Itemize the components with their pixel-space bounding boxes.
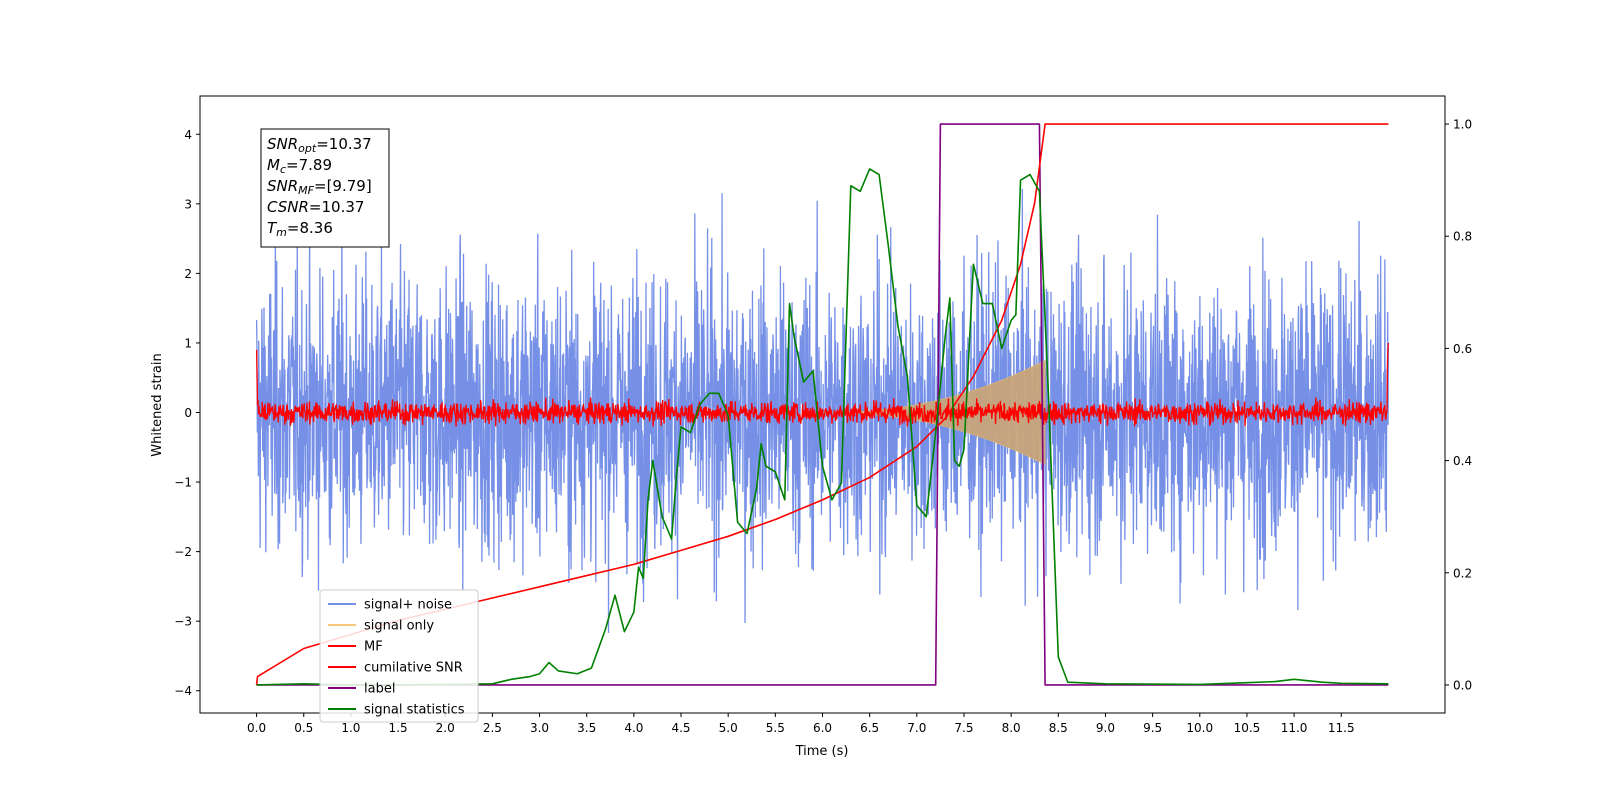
x-tick-label: 11.0 <box>1281 721 1308 735</box>
x-tick-label: 4.5 <box>671 721 690 735</box>
x-tick-label: 9.0 <box>1096 721 1115 735</box>
left-y-tick-label: −2 <box>174 545 192 559</box>
right-y-tick-label: 0.6 <box>1453 342 1472 356</box>
x-tick-label: 1.0 <box>341 721 360 735</box>
right-y-tick-label: 0.2 <box>1453 566 1472 580</box>
left-y-tick-label: 4 <box>184 128 192 142</box>
left-y-axis-ticks: −4 −3 −2 −1 0 1 2 3 4 <box>174 128 200 698</box>
left-y-tick-label: −3 <box>174 615 192 629</box>
right-y-axis-ticks: 0.0 0.2 0.4 0.6 0.8 1.0 <box>1445 118 1472 692</box>
right-y-tick-label: 0.0 <box>1453 678 1472 692</box>
series-signal-statistics <box>256 168 1389 686</box>
series-mf <box>255 342 1390 427</box>
x-tick-label: 6.0 <box>813 721 832 735</box>
x-tick-label: 5.0 <box>719 721 738 735</box>
annotation-line: SNRMF=[9.79] <box>267 177 372 197</box>
right-y-tick-label: 0.4 <box>1453 454 1472 468</box>
left-y-tick-label: 1 <box>184 336 192 350</box>
x-tick-label: 9.5 <box>1143 721 1162 735</box>
annotation-line: CSNR=10.37 <box>267 198 364 216</box>
left-y-tick-label: −1 <box>174 476 192 490</box>
x-tick-label: 11.5 <box>1328 721 1355 735</box>
plot-area <box>255 123 1390 686</box>
x-tick-label: 4.0 <box>624 721 643 735</box>
legend-frame <box>319 589 479 723</box>
series-label <box>256 123 1389 686</box>
legend-entry-label: cumilative SNR <box>364 661 463 676</box>
left-y-tick-label: 0 <box>184 406 192 420</box>
left-y-tick-label: −4 <box>174 684 192 698</box>
x-tick-label: 1.5 <box>389 721 408 735</box>
legend-entry-label: MF <box>364 640 383 655</box>
x-tick-label: 10.5 <box>1234 721 1261 735</box>
left-y-tick-label: 3 <box>184 197 192 211</box>
left-y-tick-label: 2 <box>184 267 192 281</box>
x-tick-label: 10.0 <box>1186 721 1213 735</box>
right-y-tick-label: 1.0 <box>1453 118 1472 132</box>
annotation-line: SNRopt=10.37 <box>267 135 372 155</box>
x-tick-label: 5.5 <box>766 721 785 735</box>
x-tick-label: 2.5 <box>483 721 502 735</box>
x-tick-label: 6.5 <box>860 721 879 735</box>
legend-entry-label: signal statistics <box>364 703 465 718</box>
x-tick-label: 7.5 <box>954 721 973 735</box>
x-tick-label: 0.5 <box>294 721 313 735</box>
annotation-frame <box>260 128 390 248</box>
legend-entry-label: label <box>364 682 395 697</box>
annotation-box: SNRopt=10.37Mc=7.89SNRMF=[9.79]CSNR=10.3… <box>260 128 390 248</box>
x-tick-label: 2.0 <box>436 721 455 735</box>
x-tick-label: 8.5 <box>1049 721 1068 735</box>
x-axis-ticks: 0.0 0.5 1.0 1.5 2.0 2.5 3.0 3.5 4.0 4.5 5.0 5.5 6.0 6… <box>247 713 1355 735</box>
x-tick-label: 7.0 <box>907 721 926 735</box>
x-tick-label: 3.0 <box>530 721 549 735</box>
annotation-line: Tm=8.36 <box>267 219 333 239</box>
x-tick-label: 8.0 <box>1002 721 1021 735</box>
x-tick-label: 3.5 <box>577 721 596 735</box>
legend-entry-label: signal+ noise <box>364 598 452 613</box>
y-axis-label: Whitened strain <box>150 353 165 456</box>
right-y-tick-label: 0.8 <box>1453 230 1472 244</box>
legend: signal+ noise signal only MF cumilative SNR… <box>319 589 479 723</box>
legend-entry-label: signal only <box>364 619 434 634</box>
x-axis-label: Time (s) <box>795 744 849 759</box>
x-tick-label: 0.0 <box>247 721 266 735</box>
annotation-line: Mc=7.89 <box>267 156 332 176</box>
